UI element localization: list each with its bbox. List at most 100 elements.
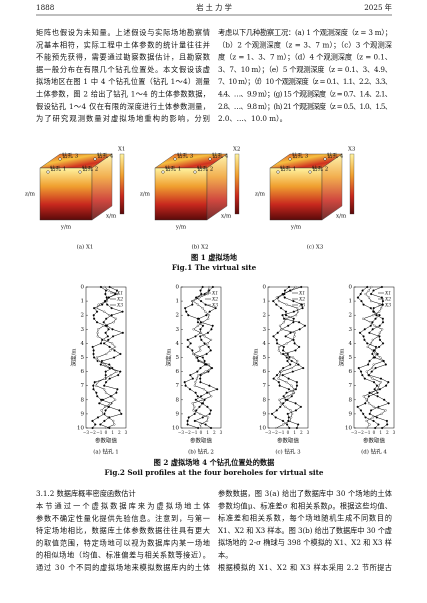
profile-point	[91, 426, 94, 430]
page-number: 1888	[36, 3, 55, 12]
profile-point	[194, 335, 197, 338]
profile-point	[119, 352, 122, 356]
borehole-dot	[323, 157, 327, 161]
profile-point	[294, 402, 297, 405]
profile-point	[197, 374, 200, 377]
profile-point	[376, 391, 379, 394]
profile-point	[289, 363, 292, 366]
profile-point	[363, 338, 366, 341]
profile-point	[108, 314, 111, 317]
y-tick-label: 9	[176, 411, 180, 417]
text-line: 参数数据，图 3(a) 给出了数据库中 30 个场地的土体	[218, 489, 392, 498]
profile-point	[211, 324, 214, 327]
y-tick-label: 6	[349, 369, 353, 375]
profile-point	[203, 359, 206, 363]
borehole-label: 钻孔 1	[50, 165, 66, 173]
profile-point	[380, 412, 383, 415]
profile-point	[96, 395, 99, 398]
y-tick-label: 1	[81, 299, 85, 305]
profile-point	[279, 402, 282, 405]
profile-point	[371, 377, 374, 380]
text-line: 4.4、…、9.9 m）；(g) 15 个观测深度（z = 0.7、1.4、2.…	[218, 90, 392, 99]
profile-point	[191, 303, 194, 306]
x-tick-label: 3	[220, 430, 223, 435]
profile-point	[204, 303, 207, 306]
profile-point	[207, 416, 210, 419]
profile-point	[295, 426, 298, 430]
text-line: 特定场地相比，数据库土体参数数据往往具有更大	[36, 526, 210, 535]
y-tick-label: 10	[172, 426, 179, 432]
colorbar	[119, 153, 125, 215]
profile-point	[109, 374, 113, 377]
profile-point	[193, 405, 196, 408]
x-tick-label: −2	[185, 430, 192, 435]
x-tick-label: 2	[118, 430, 121, 435]
profile-point	[110, 307, 113, 310]
profile-point	[104, 391, 107, 394]
profile-point	[192, 352, 195, 356]
y-tick-label: 3	[349, 327, 353, 333]
profile-point	[93, 356, 96, 359]
profile-point	[278, 398, 281, 401]
borehole-dot	[308, 170, 312, 174]
profile-point	[378, 331, 381, 334]
profile-point	[105, 300, 109, 303]
profile-point	[208, 310, 211, 313]
profile-point	[373, 324, 376, 327]
profile-point	[295, 381, 298, 384]
y-tick-label: 4	[263, 341, 267, 347]
profile-point	[275, 338, 278, 341]
profile-point	[279, 405, 282, 408]
cube: 钻孔 1 钻孔 2钻孔 3 钻孔 4 x/m y/m z/m X1	[25, 147, 125, 231]
profile-point	[382, 359, 385, 363]
cube-side	[321, 153, 343, 221]
y-tick-label: 5	[81, 355, 85, 361]
profile-point	[287, 416, 290, 419]
profile-point	[210, 395, 213, 398]
section-heading: 3.1.2 数据库概率密度函数估计	[36, 489, 136, 498]
text-line: 通过 30 个不同的虚拟场地来模拟数据库内的土体	[36, 563, 210, 572]
y-tick-label: 4	[349, 341, 353, 347]
profile-point	[186, 338, 189, 341]
profile-point	[283, 289, 287, 292]
profile-point	[189, 374, 192, 377]
profile-point	[112, 321, 115, 324]
axis-label: z/m	[25, 192, 36, 198]
profile-point	[113, 356, 116, 359]
y-tick-label: 1	[176, 299, 180, 305]
profile-point	[201, 356, 204, 359]
panel-label: (b) X2	[192, 244, 209, 251]
profile-point	[113, 423, 116, 426]
legend-label: X3	[116, 303, 123, 309]
profile-point	[285, 381, 288, 384]
profile-point	[107, 296, 110, 299]
profile-point	[101, 303, 104, 306]
profile-point	[198, 296, 201, 299]
profile-point	[101, 398, 104, 401]
x-tick-label: 2	[300, 430, 303, 435]
y-axis-label: 深度/m	[165, 348, 173, 367]
borehole-label: 钻孔 2	[312, 165, 328, 173]
profile-point	[382, 342, 385, 345]
profile-point	[196, 370, 199, 373]
axis-label: x/m	[221, 214, 232, 220]
profile-point	[103, 363, 106, 366]
text-line: 根据模拟的 X1、X2 和 X3 样本采用 2.2 节所提古	[218, 563, 392, 572]
profile-point	[289, 289, 292, 292]
profile-point	[361, 289, 364, 292]
profile-point	[378, 388, 381, 391]
profile-point	[196, 303, 199, 306]
legend-label: X2	[116, 297, 123, 303]
x-tick-label: 1	[111, 430, 114, 435]
y-tick-label: 8	[176, 397, 180, 403]
y-tick-label: 9	[263, 411, 267, 417]
borehole-label: 钻孔 2	[197, 165, 213, 173]
profile-point	[194, 398, 197, 401]
profile-point	[300, 303, 303, 306]
y-tick-label: 6	[263, 369, 267, 375]
profile-point	[185, 310, 188, 313]
profile-point	[362, 303, 365, 306]
profile-point	[108, 367, 111, 370]
profile-point	[95, 384, 98, 387]
